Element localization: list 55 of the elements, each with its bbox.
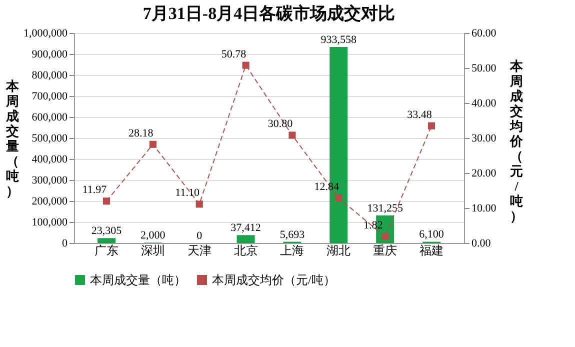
y-tick-label: 800,000 xyxy=(32,70,68,82)
chart-title: 7月31日-8月4日各碳市场成交对比 xyxy=(142,4,396,23)
legend-label: 本周成交量（吨） xyxy=(90,273,186,287)
y-tick-label: 400,000 xyxy=(32,154,68,166)
y2-tick-label: 40.00 xyxy=(472,98,497,110)
y-tick-label: 900,000 xyxy=(32,48,68,60)
point xyxy=(382,233,389,240)
data-label: 0 xyxy=(196,230,203,242)
point xyxy=(196,200,203,208)
point xyxy=(428,122,436,130)
data-label: 933,558 xyxy=(320,34,358,46)
point xyxy=(288,132,296,139)
y2-tick-label: 50.00 xyxy=(472,62,497,74)
point xyxy=(102,198,110,205)
point xyxy=(242,62,250,69)
bar xyxy=(236,235,255,243)
data-label: 11.97 xyxy=(82,184,108,196)
data-label: 28.18 xyxy=(128,127,154,140)
y-tick-label: 100,000 xyxy=(32,216,68,228)
y-tick-label: 700,000 xyxy=(32,90,68,102)
bar xyxy=(98,238,116,243)
point xyxy=(149,140,156,148)
legend-label: 本周成交均价（元/吨） xyxy=(212,273,336,287)
data-label: 131,255 xyxy=(367,202,404,214)
x-tick-label: 福建 xyxy=(420,244,444,258)
y-tick-label: 200,000 xyxy=(32,196,68,208)
x-tick-label: 北京 xyxy=(234,244,258,258)
data-label: 5,693 xyxy=(280,228,306,241)
x-tick-label: 重庆 xyxy=(373,244,398,258)
y2-tick-label: 0.00 xyxy=(472,238,492,250)
data-label: 6,100 xyxy=(419,228,444,241)
x-tick-label: 上海 xyxy=(280,244,304,258)
data-label: 33.48 xyxy=(407,108,432,121)
y-tick-label: 1,000,000 xyxy=(24,28,68,40)
x-tick-label: 深圳 xyxy=(140,244,165,258)
point xyxy=(335,194,342,202)
data-label: 37,412 xyxy=(230,222,261,234)
y-axis-title: 本周成交量（吨） xyxy=(5,78,20,198)
y-tick-label: 0 xyxy=(62,238,68,250)
x-tick-label: 广东 xyxy=(94,244,118,258)
y2-tick-label: 20.00 xyxy=(472,168,497,180)
y2-tick-label: 60.00 xyxy=(472,28,497,40)
y-tick-label: 500,000 xyxy=(32,132,68,144)
x-tick-label: 湖北 xyxy=(326,244,351,258)
data-label: 11.10 xyxy=(175,187,200,200)
text: 本周成交均价（元/吨） xyxy=(510,58,523,224)
data-label: 30.80 xyxy=(268,118,294,130)
y-tick-label: 600,000 xyxy=(32,112,68,124)
data-label: 23,305 xyxy=(91,225,122,238)
y2-tick-label: 30.00 xyxy=(472,132,497,144)
data-label: 2,000 xyxy=(140,230,166,242)
x-tick-label: 天津 xyxy=(187,244,212,258)
data-label: 50.78 xyxy=(221,48,247,60)
y-tick-label: 300,000 xyxy=(32,174,68,186)
y2-tick-label: 10.00 xyxy=(472,202,497,214)
